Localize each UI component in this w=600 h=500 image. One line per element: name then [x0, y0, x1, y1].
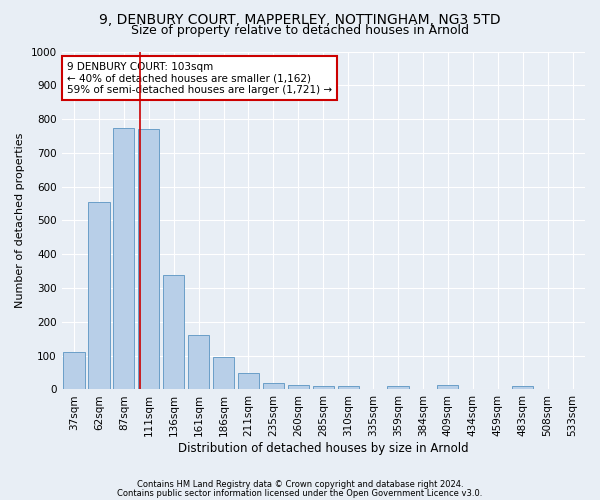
Bar	[88, 202, 110, 390]
Bar	[138, 129, 160, 390]
Bar	[313, 386, 334, 390]
Bar	[163, 274, 184, 390]
Text: Contains public sector information licensed under the Open Government Licence v3: Contains public sector information licen…	[118, 489, 482, 498]
Bar	[437, 386, 458, 390]
Text: Size of property relative to detached houses in Arnold: Size of property relative to detached ho…	[131, 24, 469, 37]
Bar	[263, 384, 284, 390]
Bar	[512, 386, 533, 390]
Bar	[188, 336, 209, 390]
Y-axis label: Number of detached properties: Number of detached properties	[15, 133, 25, 308]
Bar	[338, 386, 359, 390]
Bar	[238, 372, 259, 390]
Bar	[213, 356, 234, 390]
Text: 9, DENBURY COURT, MAPPERLEY, NOTTINGHAM, NG3 5TD: 9, DENBURY COURT, MAPPERLEY, NOTTINGHAM,…	[99, 12, 501, 26]
Bar	[113, 128, 134, 390]
Bar	[64, 352, 85, 390]
Bar	[288, 386, 309, 390]
X-axis label: Distribution of detached houses by size in Arnold: Distribution of detached houses by size …	[178, 442, 469, 455]
Text: 9 DENBURY COURT: 103sqm
← 40% of detached houses are smaller (1,162)
59% of semi: 9 DENBURY COURT: 103sqm ← 40% of detache…	[67, 62, 332, 95]
Bar	[388, 386, 409, 390]
Text: Contains HM Land Registry data © Crown copyright and database right 2024.: Contains HM Land Registry data © Crown c…	[137, 480, 463, 489]
